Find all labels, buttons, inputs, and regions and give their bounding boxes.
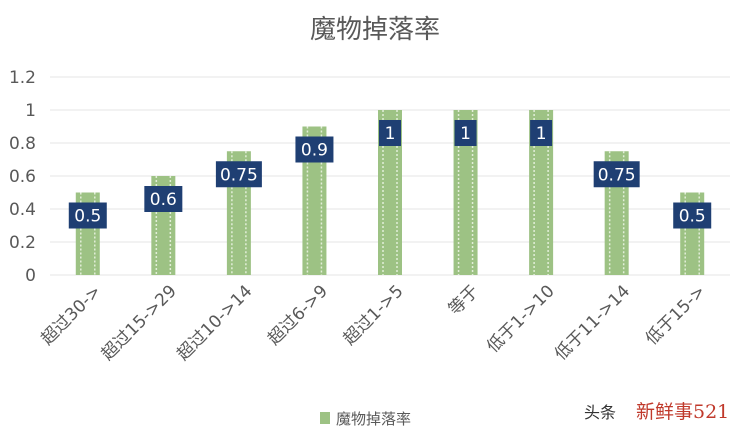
legend: 魔物掉落率 — [320, 410, 411, 428]
data-label-box — [593, 161, 640, 188]
legend-label: 魔物掉落率 — [336, 410, 411, 428]
data-label: 0.5 — [74, 207, 101, 227]
data-label: 1 — [536, 124, 547, 144]
watermark-suffix: 新鲜事521 — [636, 401, 729, 423]
data-label-box — [68, 202, 107, 229]
x-tick-label: 超过15->29 — [98, 281, 181, 364]
x-tick-label: 超过6->9 — [264, 281, 332, 349]
y-tick-label: 0.6 — [9, 167, 36, 187]
data-label-box — [295, 136, 334, 163]
y-tick-label: 1.2 — [9, 68, 36, 88]
y-tick-label: 1 — [25, 101, 36, 121]
x-tick-label: 等于 — [445, 281, 483, 319]
x-tick-label: 低于1->10 — [483, 281, 559, 357]
x-tick-label: 低于11->14 — [551, 281, 634, 364]
data-label-box — [673, 202, 712, 229]
watermark: 头条 新鲜事521 — [584, 401, 729, 423]
data-label: 0.6 — [150, 190, 177, 210]
chart-title: 魔物掉落率 — [310, 15, 440, 45]
data-label: 0.5 — [679, 207, 706, 227]
y-axis: 0 0.2 0.4 0.6 0.8 1 1.2 — [9, 68, 36, 286]
bars: 0.5 0.6 0.75 0.9 1 1 1 0.75 0.5 — [68, 110, 712, 275]
y-tick-label: 0.2 — [9, 233, 36, 253]
legend-swatch — [320, 412, 330, 424]
y-tick-label: 0 — [25, 266, 36, 286]
x-tick-label: 低于15-> — [642, 281, 710, 349]
data-label: 0.75 — [220, 165, 258, 185]
data-label: 0.9 — [301, 141, 328, 161]
x-tick-label: 超过30-> — [37, 281, 105, 349]
data-label: 0.75 — [598, 165, 636, 185]
data-label-box — [144, 186, 183, 212]
data-label-box — [530, 120, 553, 146]
y-tick-label: 0.8 — [9, 134, 36, 154]
y-tick-label: 0.4 — [9, 200, 36, 220]
x-tick-label: 超过1->5 — [340, 281, 408, 349]
data-label-box — [215, 161, 262, 188]
data-label-box — [379, 120, 401, 146]
data-label: 1 — [460, 124, 471, 144]
watermark-prefix: 头条 — [584, 403, 616, 422]
data-label: 1 — [385, 124, 396, 144]
x-tick-label: 超过10->14 — [173, 281, 256, 364]
data-label-box — [454, 120, 477, 146]
